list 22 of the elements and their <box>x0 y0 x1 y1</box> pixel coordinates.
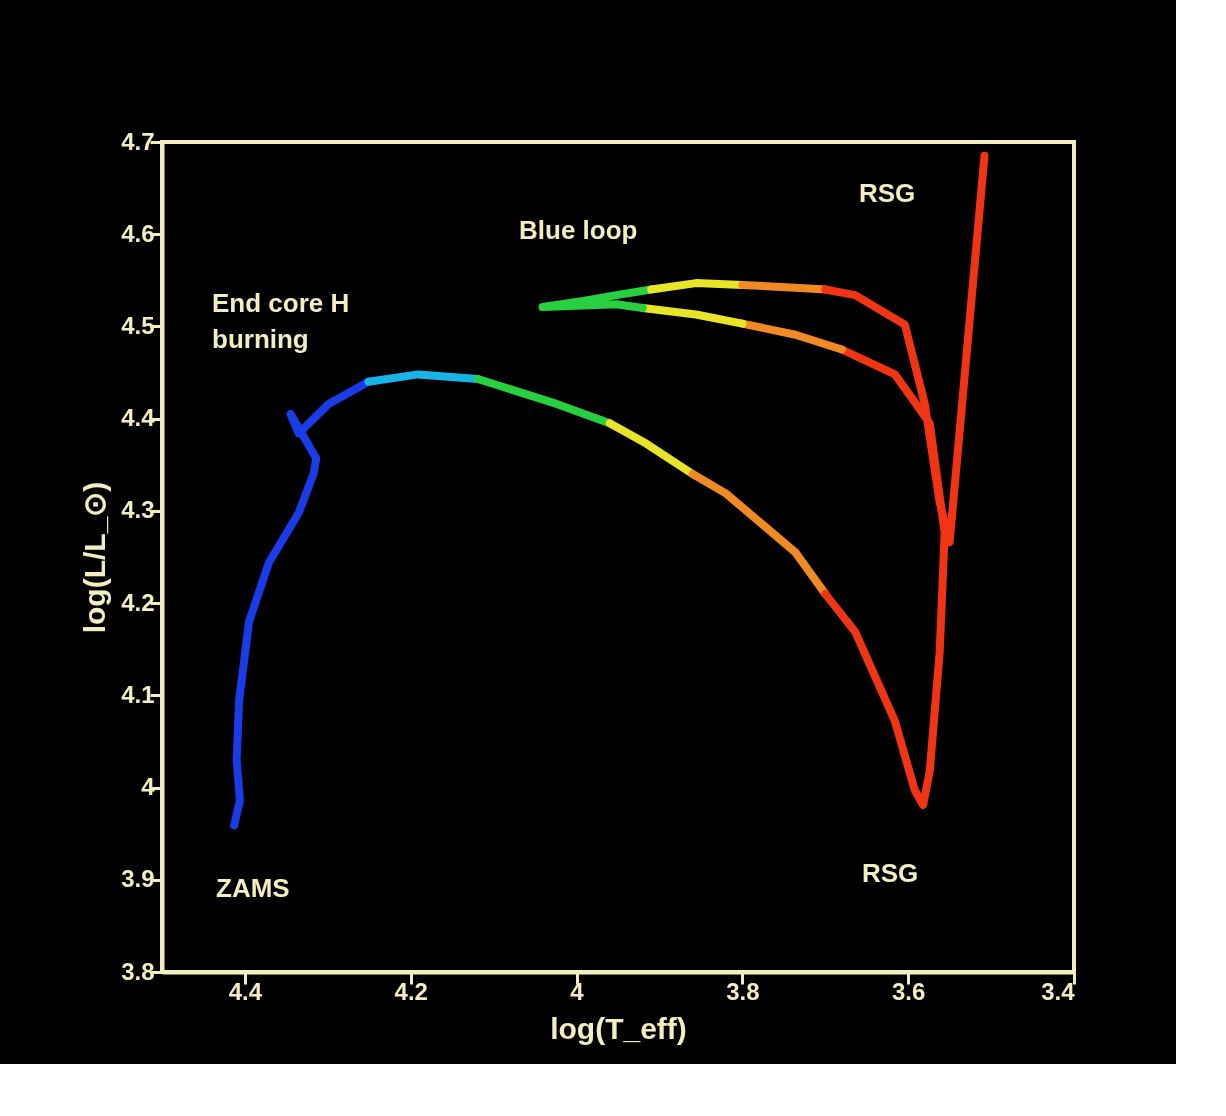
y-tick-label: 4.5 <box>121 311 155 339</box>
x-tick-label: 4 <box>570 977 585 1005</box>
x-tick-label: 3.4 <box>1041 977 1076 1005</box>
x-tick-label: 3.6 <box>891 977 926 1005</box>
x-axis-title: log(T_eff) <box>550 1011 687 1045</box>
y-tick-label: 4.2 <box>121 588 155 616</box>
y-tick-label: 4.7 <box>121 127 155 155</box>
annotation: RSG <box>862 858 919 888</box>
y-tick-label: 4.3 <box>121 496 155 524</box>
annotation: ZAMS <box>216 873 290 903</box>
y-tick-label: 3.8 <box>121 957 155 985</box>
x-tick-label: 4.4 <box>228 977 263 1005</box>
y-tick-label: 4.4 <box>121 404 156 432</box>
y-tick-label: 4.1 <box>121 680 155 708</box>
y-axis-title: log(L/L_⊙) <box>78 481 112 634</box>
y-tick-label: 4.6 <box>121 219 155 247</box>
y-tick-label: 3.9 <box>121 865 155 893</box>
x-tick-label: 3.8 <box>726 977 760 1005</box>
annotation: End core H burning <box>212 288 350 354</box>
annotation: RSG <box>859 178 916 208</box>
x-tick-label: 4.2 <box>394 977 428 1005</box>
annotation: Blue loop <box>519 215 638 245</box>
